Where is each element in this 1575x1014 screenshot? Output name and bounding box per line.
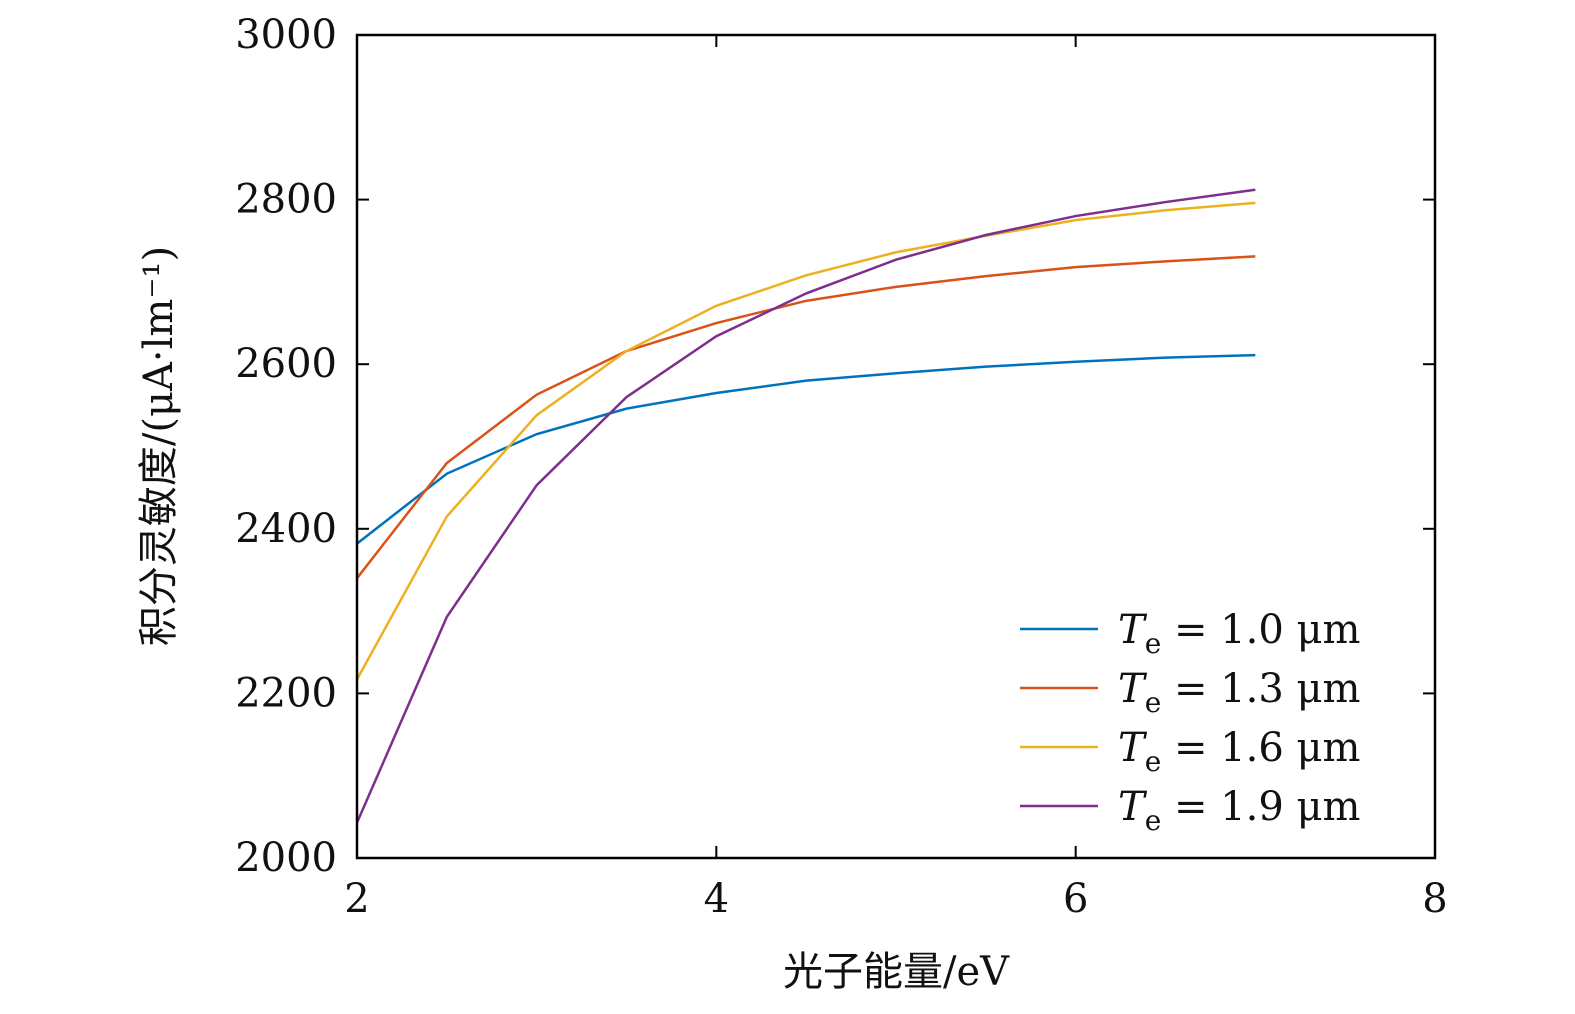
- x-tick-label: 2: [344, 876, 369, 922]
- y-tick-label: 2200: [235, 670, 337, 716]
- series-line-3: [355, 201, 1256, 681]
- legend-label: Te = 1.6 μm: [1118, 725, 1360, 778]
- y-tick-label: 2800: [235, 177, 337, 223]
- x-tick-label: 4: [704, 876, 729, 922]
- x-tick-label: 6: [1063, 876, 1088, 922]
- series-line-4: [355, 188, 1256, 824]
- x-axis-label: 光子能量/eV: [783, 949, 1010, 995]
- legend-label: Te = 1.0 μm: [1118, 607, 1360, 660]
- plot-frame: [355, 33, 1437, 860]
- y-tick-label: 2000: [235, 835, 337, 881]
- x-tick-label: 8: [1422, 876, 1447, 922]
- axis-ticks: 2 4 6 8 2000 2200 2400 2600 2800 3000: [235, 12, 1448, 922]
- series-lines: [355, 188, 1256, 824]
- y-axis-label: 积分灵敏度/(μA·lm⁻¹): [136, 246, 182, 646]
- y-tick-label: 2600: [235, 341, 337, 387]
- legend-label: Te = 1.9 μm: [1118, 784, 1360, 837]
- y-tick-label: 3000: [235, 12, 337, 58]
- series-line-1: [356, 353, 1256, 545]
- legend: Te = 1.0 μm Te = 1.3 μm Te = 1.6 μm Te = 1.…: [1020, 607, 1360, 837]
- series-line-2: [356, 255, 1256, 579]
- y-tick-label: 2400: [235, 506, 337, 552]
- legend-label: Te = 1.3 μm: [1118, 666, 1360, 719]
